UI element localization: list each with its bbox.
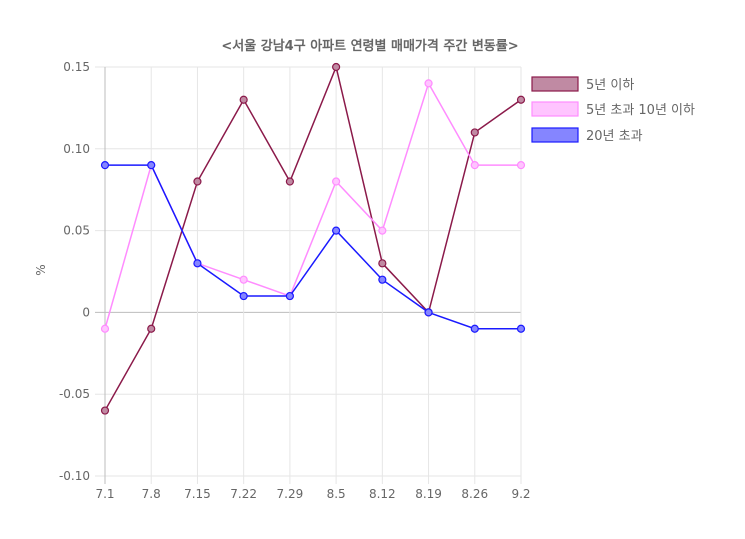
series-1: [100, 79, 526, 333]
data-point: [100, 161, 110, 170]
data-point: [285, 291, 294, 301]
data-point: [516, 95, 526, 104]
y-axis-ticks: 0.15 0.10 0.05 0 -0.05 -0.10: [59, 60, 90, 483]
legend-item: 5년 이하: [531, 76, 634, 93]
legend-label: 5년 초과 10년 이하: [586, 103, 695, 118]
data-point: [239, 95, 248, 104]
y-tick-label: -0.10: [59, 469, 90, 483]
legend-swatch: [531, 101, 579, 117]
x-tick-label: 9.2: [511, 487, 530, 501]
legend-item: 20년 초과: [531, 127, 643, 144]
data-point: [239, 275, 248, 284]
data-point: [378, 275, 387, 284]
data-point: [332, 62, 341, 72]
y-tick-label: 0.10: [63, 142, 90, 156]
series-line: [105, 164, 521, 330]
y-tick-label: -0.05: [59, 387, 90, 401]
x-tick-label: 7.15: [184, 487, 211, 501]
legend-swatch: [531, 127, 579, 143]
legend-swatch: [531, 76, 579, 92]
chart-title: <서울 강남4구 아파트 연령별 매매가격 주간 변동률>: [221, 38, 518, 54]
data-point: [285, 177, 294, 186]
data-point: [378, 226, 387, 235]
data-point: [147, 161, 156, 170]
data-point: [424, 79, 433, 88]
y-axis-label: %: [34, 264, 48, 275]
x-tick-label: 8.12: [369, 487, 396, 501]
series-2: [100, 161, 526, 333]
data-point: [239, 291, 248, 301]
series-group: [100, 62, 526, 415]
data-point: [424, 308, 433, 317]
x-tick-label: 8.5: [327, 487, 346, 501]
legend-label: 20년 초과: [586, 129, 643, 144]
data-point: [516, 161, 526, 170]
y-tick-label: 0.05: [63, 224, 90, 238]
legend: 5년 이하 5년 초과 10년 이하 20년 초과: [531, 76, 695, 144]
x-tick-label: 7.8: [142, 487, 161, 501]
data-point: [332, 177, 341, 186]
data-point: [193, 259, 202, 268]
data-point: [193, 177, 202, 186]
y-tick-label: 0: [82, 305, 90, 319]
data-point: [378, 259, 387, 268]
data-point: [100, 324, 110, 333]
x-tick-label: 7.29: [277, 487, 304, 501]
x-axis-ticks: 7.1 7.8 7.15 7.22 7.29 8.5 8.12 8.19 8.26 9.2: [95, 487, 530, 501]
x-tick-label: 8.19: [415, 487, 442, 501]
data-point: [332, 226, 341, 235]
x-tick-label: 7.1: [95, 487, 114, 501]
x-tick-label: 8.26: [461, 487, 488, 501]
legend-label: 5년 이하: [586, 78, 634, 93]
data-point: [470, 324, 479, 333]
y-tick-label: 0.15: [63, 60, 90, 74]
data-point: [100, 406, 110, 415]
series-line: [104, 81, 521, 329]
data-point: [516, 324, 526, 333]
data-point: [470, 128, 479, 137]
x-tick-label: 7.22: [230, 487, 257, 501]
data-point: [147, 324, 156, 333]
grid: [95, 66, 522, 484]
data-point: [470, 161, 479, 170]
legend-item: 5년 초과 10년 이하: [531, 101, 695, 118]
series-line: [104, 64, 522, 411]
